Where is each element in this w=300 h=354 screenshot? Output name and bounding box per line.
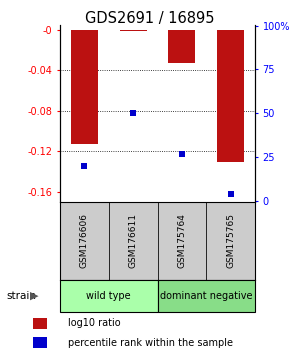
Bar bbox=[33, 337, 47, 348]
Point bbox=[82, 163, 87, 169]
Text: GSM175764: GSM175764 bbox=[177, 213, 186, 268]
Point bbox=[228, 191, 233, 197]
Text: GSM176606: GSM176606 bbox=[80, 213, 89, 268]
Point bbox=[179, 151, 184, 156]
Point bbox=[131, 110, 136, 116]
Bar bbox=[120, 30, 146, 31]
Text: strain: strain bbox=[6, 291, 36, 301]
Bar bbox=[60, 202, 109, 280]
Text: GDS2691 / 16895: GDS2691 / 16895 bbox=[85, 11, 215, 25]
Text: percentile rank within the sample: percentile rank within the sample bbox=[68, 337, 233, 348]
Text: wild type: wild type bbox=[86, 291, 131, 301]
Bar bbox=[71, 30, 98, 144]
Text: GSM175765: GSM175765 bbox=[226, 213, 235, 268]
Bar bbox=[33, 318, 47, 329]
Bar bbox=[206, 202, 255, 280]
Bar bbox=[60, 280, 158, 312]
Bar bbox=[109, 202, 158, 280]
Bar bbox=[158, 280, 255, 312]
Bar bbox=[217, 30, 244, 162]
Bar bbox=[169, 30, 195, 63]
Text: ▶: ▶ bbox=[30, 291, 39, 301]
Text: log10 ratio: log10 ratio bbox=[68, 318, 121, 329]
Bar bbox=[158, 202, 206, 280]
Text: dominant negative: dominant negative bbox=[160, 291, 253, 301]
Text: GSM176611: GSM176611 bbox=[129, 213, 138, 268]
